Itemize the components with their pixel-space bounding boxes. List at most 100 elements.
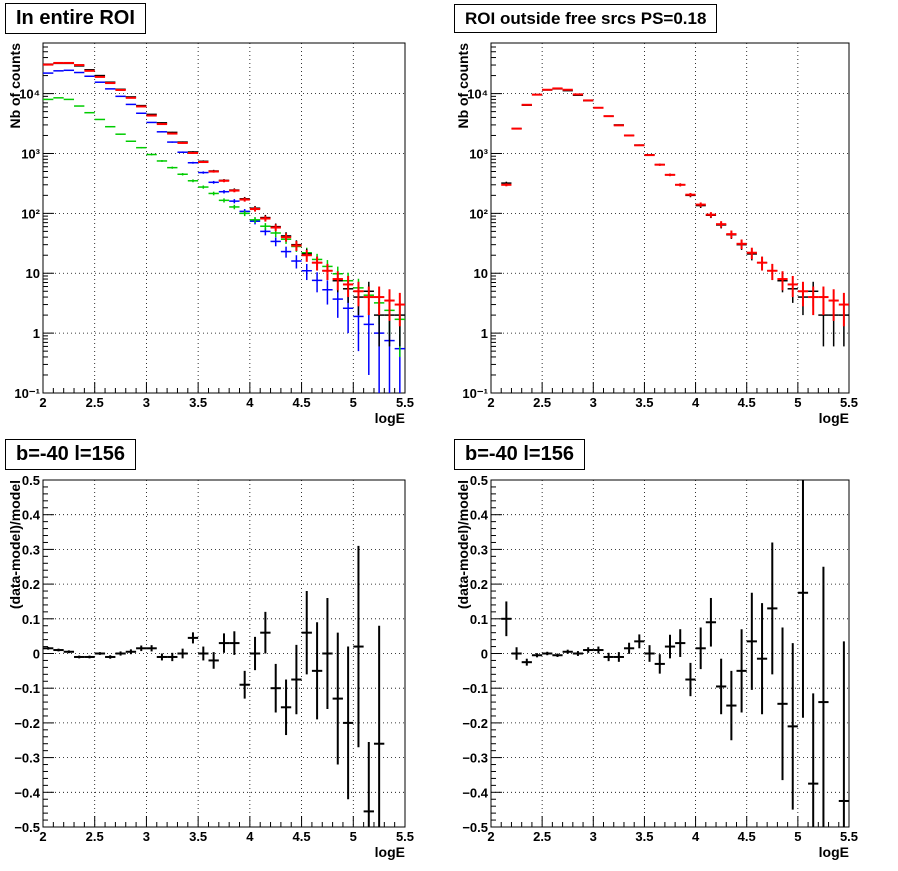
- y-axis-title: (data-model)/model: [7, 480, 23, 609]
- chart-panel-bottom-right: 2 2.5 3 3.5 4 4.5 5 5.5 −0.5 −0.4 −0.3 −0.2 −0.1 0 0.1…: [449, 436, 898, 871]
- y-tick-label: 0.2: [22, 577, 40, 592]
- y-tick-label: −0.2: [14, 716, 40, 731]
- data-point: [84, 655, 95, 659]
- x-tick-label: 2.5: [86, 829, 104, 844]
- data-point: [603, 115, 614, 118]
- data-point: [644, 154, 655, 157]
- chart-svg-bottom-left: 2 2.5 3 3.5 4 4.5 5 5.5 −0.5 −0.4 −0.3 −0.2 −0.1 0 0.1…: [7, 473, 414, 860]
- data-point: [125, 103, 137, 106]
- data-point: [280, 246, 292, 258]
- data-point: [521, 658, 532, 666]
- y-tick-label: 0: [33, 647, 40, 662]
- data-point: [828, 289, 839, 321]
- y-tick-label: −0.2: [462, 716, 488, 731]
- data-point: [229, 199, 240, 204]
- y-tick-label: −0.5: [462, 820, 488, 835]
- data-point: [593, 646, 604, 654]
- y-tick-label: 1: [33, 326, 40, 341]
- data-point: [125, 96, 137, 99]
- plot-frame: [490, 479, 850, 828]
- data-point: [43, 98, 54, 101]
- data-point: [695, 202, 706, 207]
- x-tick-label: 5.5: [840, 395, 858, 410]
- data-point: [756, 256, 768, 271]
- data-point: [74, 655, 85, 659]
- data-point: [342, 275, 354, 298]
- y-tick-label: 10³: [469, 146, 488, 161]
- data-point: [63, 98, 75, 101]
- data-point: [756, 603, 768, 715]
- data-point: [685, 662, 696, 697]
- x-tick-label: 3.5: [635, 395, 653, 410]
- data-point: [125, 649, 137, 655]
- data-point: [552, 653, 563, 657]
- data-point: [156, 123, 168, 126]
- y-tick-label: 10⁴: [19, 87, 40, 102]
- data-point: [43, 646, 54, 650]
- data-point: [187, 632, 199, 644]
- data-point: [270, 663, 281, 713]
- chart-title-bottom-left: b=-40 l=156: [5, 439, 136, 470]
- data-point: [94, 118, 106, 121]
- data-point: [229, 189, 240, 193]
- x-tick-label: 4: [692, 829, 700, 844]
- data-point: [572, 93, 584, 96]
- chart-svg-top-right: 2 2.5 3 3.5 4 4.5 5 5.5 10⁻¹ 1 10 10² 10³ 10⁴ logE Nb o…: [455, 42, 858, 426]
- y-tick-label: −0.4: [14, 785, 40, 800]
- x-tick-label: 2.5: [86, 395, 104, 410]
- x-axis-title: logE: [819, 844, 849, 860]
- data-point: [501, 183, 512, 187]
- data-point: [229, 631, 240, 655]
- data-point: [818, 566, 829, 827]
- data-point: [177, 648, 188, 659]
- data-point: [363, 308, 374, 375]
- y-tick-label: −0.5: [14, 820, 40, 835]
- y-axis-title: Nb of counts: [7, 43, 23, 129]
- data-point: [63, 650, 75, 654]
- y-tick-label: 1: [481, 326, 488, 341]
- data-point: [808, 693, 819, 827]
- data-point: [260, 223, 271, 230]
- data-point: [746, 247, 757, 259]
- data-point: [249, 217, 261, 223]
- axis-ticks: [42, 479, 406, 828]
- data-point: [787, 275, 798, 298]
- x-tick-label: 3: [143, 395, 150, 410]
- data-point: [501, 601, 512, 637]
- data-point: [394, 292, 405, 327]
- x-tick-label: 3: [590, 395, 597, 410]
- data-point: [373, 286, 385, 316]
- data-point: [156, 131, 168, 133]
- data-point: [373, 625, 385, 827]
- data-point: [115, 95, 126, 98]
- y-tick-label: 10²: [469, 206, 488, 221]
- data-point: [767, 263, 778, 281]
- data-point: [146, 114, 157, 117]
- y-axis-title: (data-model)/model: [455, 480, 471, 609]
- chart-panel-top-right: 2 2.5 3 3.5 4 4.5 5 5.5 10⁻¹ 1 10 10² 10³ 10⁴ logE Nb o…: [449, 0, 898, 436]
- data-point: [746, 592, 757, 690]
- x-tick-label: 5.5: [396, 829, 414, 844]
- data-point: [623, 642, 635, 654]
- data-point: [136, 105, 147, 108]
- data-point: [736, 629, 747, 713]
- y-tick-label: 10: [474, 266, 488, 281]
- y-tick-label: 10⁻¹: [462, 386, 488, 401]
- data-point: [675, 629, 686, 657]
- data-point: [105, 655, 116, 659]
- x-tick-label: 2: [39, 395, 46, 410]
- data-point: [634, 634, 645, 649]
- data-point: [208, 170, 219, 173]
- data-point: [136, 146, 147, 149]
- y-tick-label: 10⁻¹: [14, 386, 40, 401]
- data-point: [218, 179, 230, 183]
- x-tick-label: 2: [487, 829, 494, 844]
- data-point: [654, 654, 665, 674]
- data-point: [270, 237, 281, 247]
- data-point: [311, 622, 323, 720]
- y-axis-title: Nb of counts: [455, 43, 471, 129]
- data-point: [156, 653, 168, 661]
- x-tick-label: 2: [487, 395, 494, 410]
- data-point: [593, 106, 604, 109]
- data-point: [136, 112, 147, 114]
